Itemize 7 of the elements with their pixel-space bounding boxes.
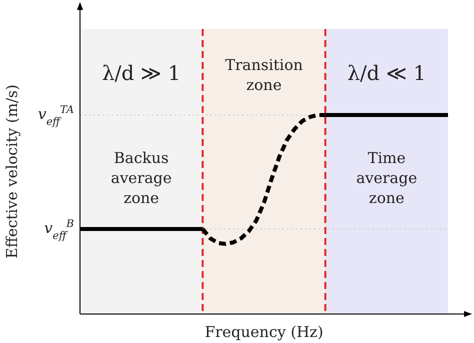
x-axis-title: Frequency (Hz) xyxy=(204,323,324,341)
annotation: Backus average zone xyxy=(110,149,172,207)
y-axis-title: Effective velocity (m/s) xyxy=(3,84,21,259)
annotation: Time average zone xyxy=(356,149,418,207)
text: λ/d ≫ 1 xyxy=(102,61,181,85)
text: λ/d ≪ 1 xyxy=(347,61,426,85)
text: Transition zone xyxy=(225,56,304,94)
